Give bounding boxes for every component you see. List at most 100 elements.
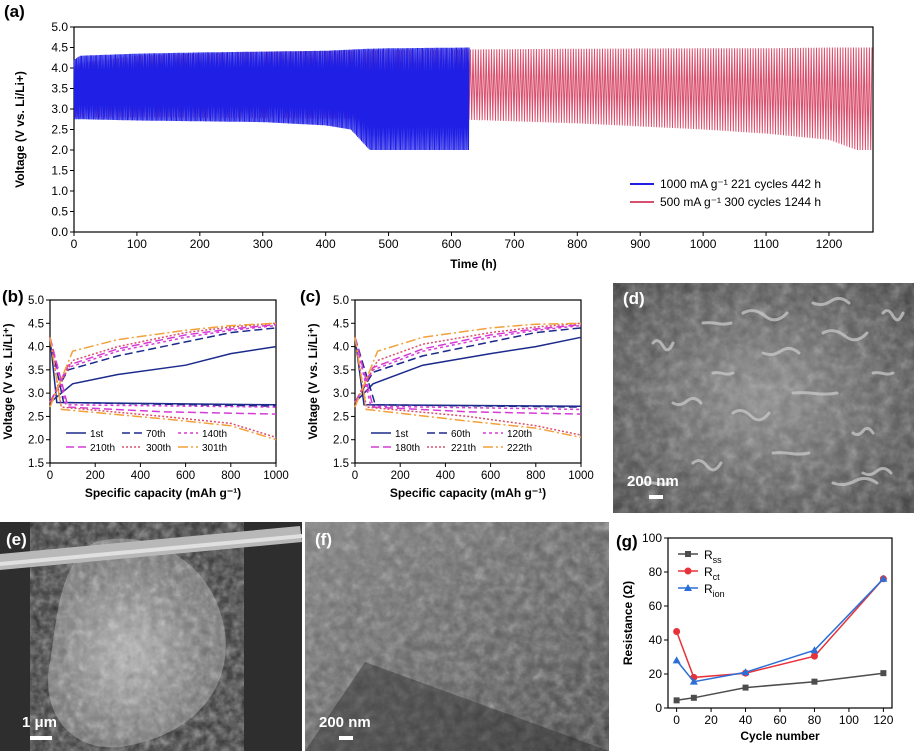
panel-label-g: (g): [616, 532, 638, 551]
scale-label-f: 200 nm: [319, 714, 371, 731]
panel-label-c: (c): [300, 287, 321, 306]
scale-label-e: 1 μm: [22, 714, 58, 731]
y-axis-label: Voltage (V vs. Li/Li+): [13, 71, 27, 188]
charge-curve-120th: [354, 324, 582, 403]
x-tick-label: 800: [221, 470, 240, 482]
marker-R_ss: [690, 694, 697, 701]
legend-label-301th: 301th: [202, 443, 227, 454]
y-tick-label: 1.5: [333, 458, 349, 470]
x-tick-label: 700: [504, 237, 524, 251]
sem-texture-e: [0, 522, 302, 751]
chart-b: 0 200 400 600 800 1000 1.5 2.0 2.5 3.0 3.5 4.0 4.5 5.…: [1, 295, 289, 500]
chart-g: 0 20 40 60 80 100 120 0 20 40 60 80 100 Cycle number R…: [616, 531, 894, 743]
x-tick-label: 1000: [690, 237, 717, 251]
charge-curve-180th: [354, 323, 582, 403]
sem-feature: [851, 426, 875, 437]
y-tick-label: 4.5: [51, 41, 68, 55]
y-tick-label: 3.0: [51, 102, 68, 116]
x-tick-label: 900: [630, 237, 650, 251]
discharge-curve-1st: [49, 337, 277, 406]
scale-bar-e: [30, 736, 52, 740]
sem-feature: [671, 396, 703, 407]
plot-frame: [49, 299, 277, 464]
y-tick-label: 5.0: [28, 295, 44, 307]
x-tick-label: 1200: [816, 237, 843, 251]
x-tick-label: 1000: [263, 470, 289, 482]
charge-curve-221th: [354, 322, 582, 403]
legend-marker-R_ss: [685, 551, 691, 557]
y-tick-label: 3.0: [333, 388, 349, 400]
chart-a: 0 100 200 300 400 500 600 700 800 900 1000 1100 1200…: [13, 20, 874, 271]
y-tick-label: 3.5: [51, 82, 68, 96]
y-tick-label: 5.0: [333, 295, 349, 307]
marker-R_ion: [810, 646, 819, 654]
y-tick-label: 0.5: [51, 205, 68, 219]
x-tick-label: 1100: [753, 237, 779, 251]
y-tick-label: 2.5: [51, 123, 68, 137]
x-tick-label: 300: [253, 237, 273, 251]
panel-label-e: (e): [6, 530, 27, 549]
legend-marker-R_ion: [684, 584, 692, 591]
y-tick-label: 40: [649, 633, 663, 647]
y-tick-label: 2.0: [333, 435, 349, 447]
sem-feature: [771, 451, 811, 456]
panel-label-a: (a): [4, 2, 25, 21]
y-tick-label: 0.0: [51, 225, 68, 239]
sem-feature: [881, 309, 905, 322]
sem-feature: [761, 346, 801, 357]
y-tick-label: 3.5: [333, 365, 349, 377]
marker-R_ss: [811, 678, 818, 685]
sem-feature: [871, 371, 895, 376]
legend-label-60th: 60th: [451, 429, 470, 440]
legend-label-140th: 140th: [202, 429, 227, 440]
legend-label-210th: 210th: [90, 443, 115, 454]
panel-label-f: (f): [315, 530, 332, 549]
x-tick-label: 100: [127, 237, 147, 251]
sem-texture-f: [305, 522, 609, 751]
legend-label-300th: 300th: [146, 443, 171, 454]
sem-image-e: (e) 1 μm: [0, 522, 302, 751]
marker-R_ct: [673, 628, 681, 635]
panel-label-b: (b): [2, 287, 24, 306]
x-tick-label: 0: [352, 470, 358, 482]
y-tick-label: 1.0: [51, 184, 68, 198]
scale-label-d: 200 nm: [627, 473, 679, 490]
y-axis-label: Voltage (V vs. Li/Li⁺): [1, 323, 15, 439]
x-tick-label: 100: [839, 713, 859, 727]
discharge-curve-210th: [49, 337, 277, 415]
charge-curve-70th: [49, 327, 277, 403]
x-tick-label: 1000: [568, 470, 594, 482]
x-tick-label: 400: [131, 470, 150, 482]
sem-feature: [821, 329, 869, 342]
marker-R_ion: [879, 574, 888, 582]
legend-label-R_ion: Rion: [704, 582, 725, 599]
legend-label-R_ss: Rss: [704, 548, 722, 565]
y-axis-label: Voltage (V vs. Li/Li⁺): [306, 323, 320, 439]
x-tick-label: 60: [773, 713, 787, 727]
x-tick-label: 500: [379, 237, 399, 251]
sem-feature: [711, 371, 735, 376]
charge-curve-222th: [354, 322, 582, 408]
y-tick-label: 5.0: [51, 20, 68, 34]
chart-c: 0 200 400 600 800 1000 1.5 2.0 2.5 3.0 3.5 4.0 4.5 5.…: [306, 295, 594, 500]
x-tick-label: 0: [47, 470, 53, 482]
discharge-curve-222th: [354, 337, 582, 439]
y-tick-label: 1.5: [51, 164, 68, 178]
y-tick-label: 4.5: [28, 318, 44, 330]
y-tick-label: 2.5: [333, 411, 349, 423]
x-tick-label: 0: [673, 713, 680, 727]
x-tick-label: 120: [873, 713, 893, 727]
legend-label-blue: 1000 mA g⁻¹ 221 cycles 442 h: [660, 177, 821, 191]
discharge-curve-120th: [354, 337, 582, 411]
y-tick-label: 4.5: [333, 318, 349, 330]
x-tick-label: 600: [176, 470, 195, 482]
sem-texture-d: [613, 283, 914, 513]
x-axis-label: Time (h): [450, 257, 496, 271]
y-tick-label: 3.0: [28, 388, 44, 400]
plot-frame: [667, 537, 893, 709]
sem-image-d: (d) 200 nm: [613, 283, 914, 513]
y-axis-label: Resistance (Ω): [621, 581, 635, 665]
legend-label-pink: 500 mA g⁻¹ 300 cycles 1244 h: [660, 195, 821, 209]
sem-image-f: (f) 200 nm: [305, 522, 609, 751]
marker-R_ss: [880, 670, 887, 677]
